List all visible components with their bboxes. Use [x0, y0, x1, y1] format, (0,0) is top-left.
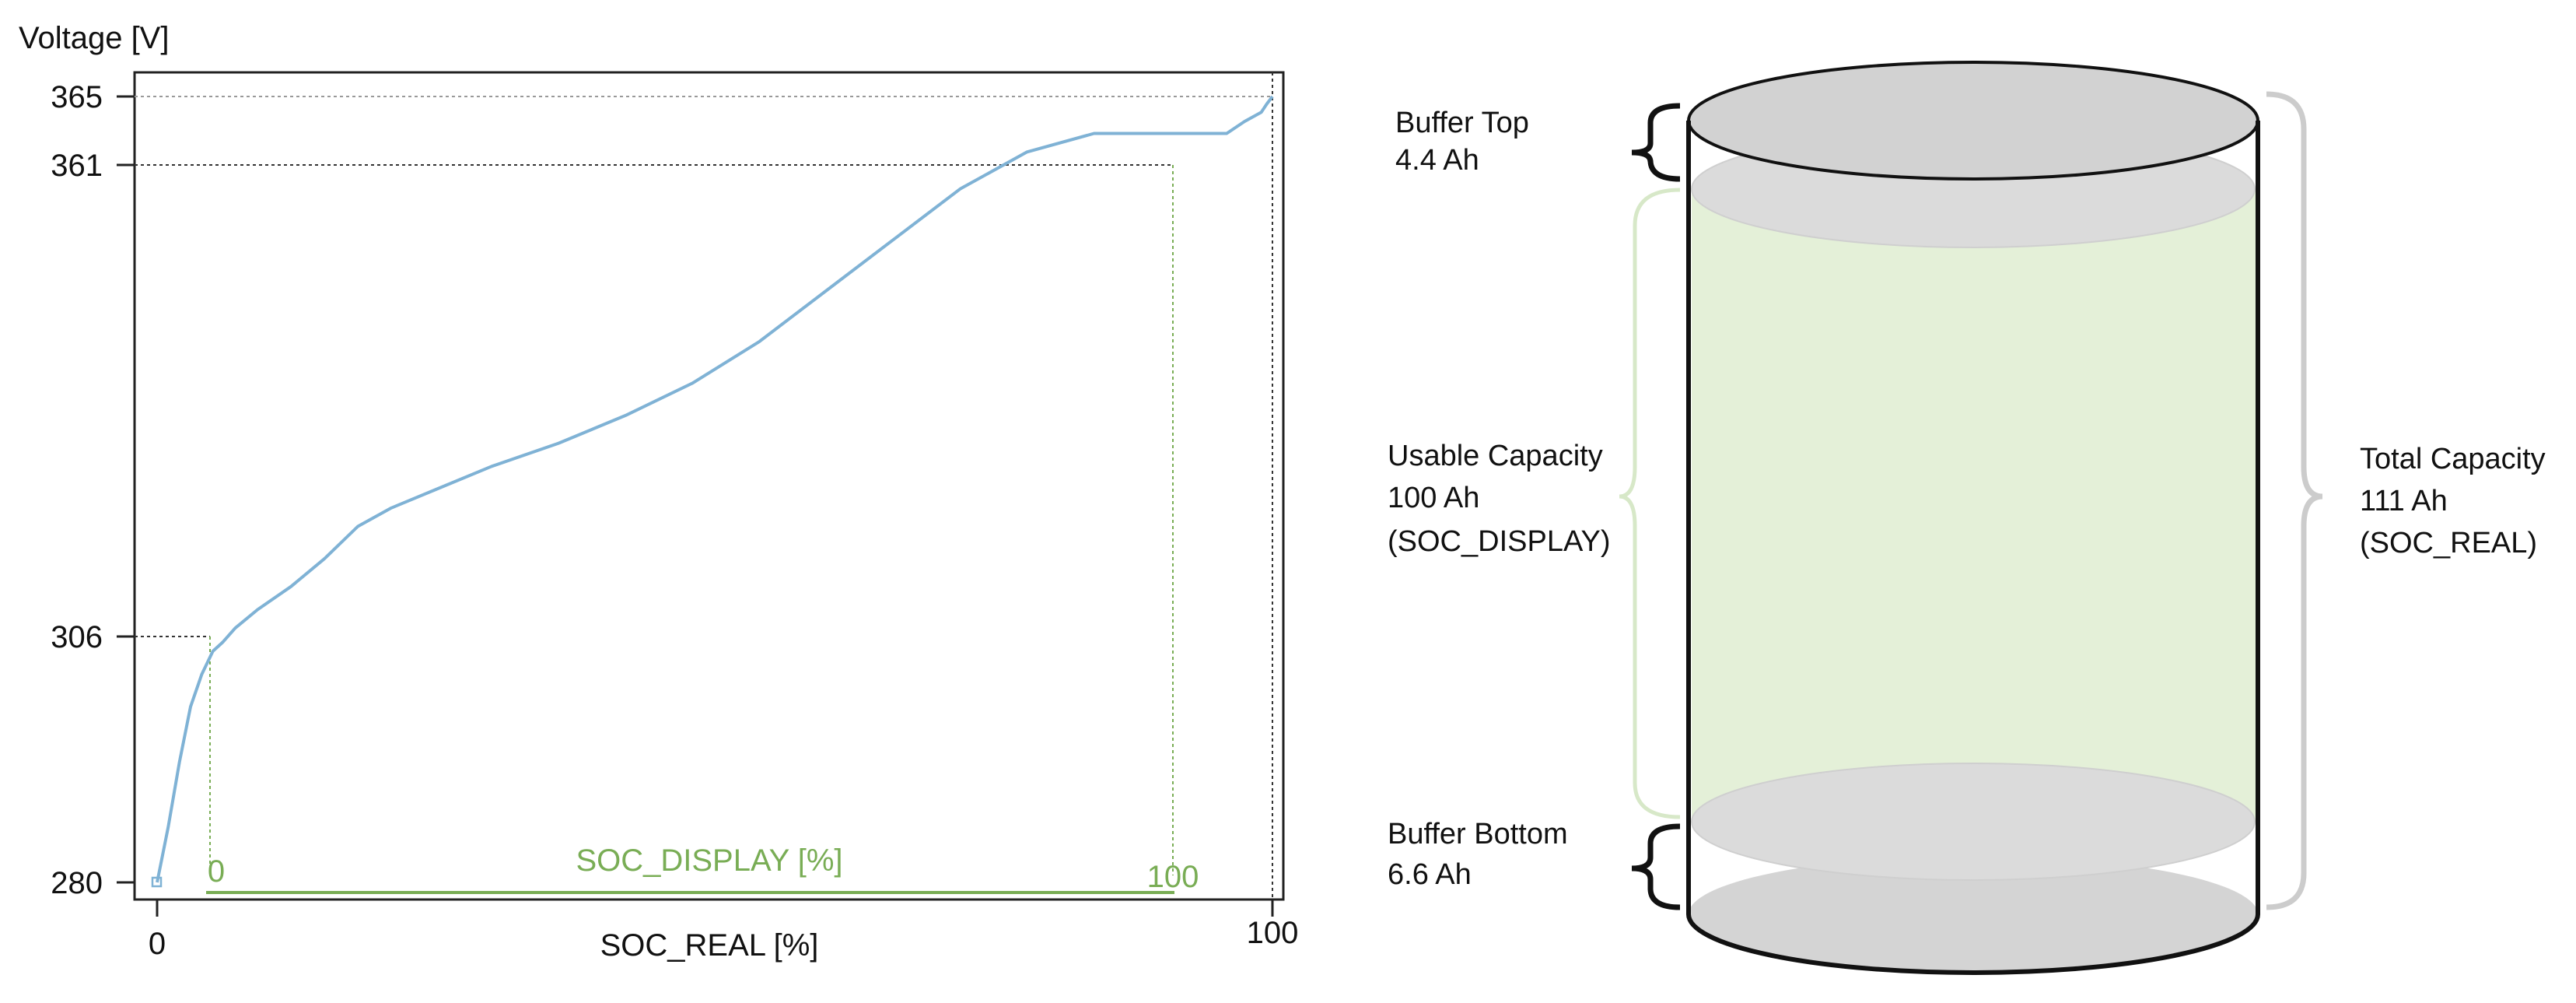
- x-axis-label: SOC_REAL [%]: [600, 928, 819, 963]
- y-ticks: [117, 95, 135, 884]
- usable-capacity-tag: (SOC_DISPLAY): [1388, 525, 1610, 558]
- buffer-bottom-value: 6.6 Ah: [1388, 858, 1472, 891]
- y-tick-label-365: 365: [51, 80, 103, 114]
- total-capacity-tag: (SOC_REAL): [2360, 527, 2537, 559]
- voltage-curve: [156, 95, 1274, 883]
- usable-capacity-title: Usable Capacity: [1388, 440, 1603, 472]
- capacity-cylinder-diagram: Buffer Top 4.4 Ah Usable Capacity 100 Ah…: [1388, 61, 2546, 975]
- voltage-chart: Voltage [V] SOC_REAL [%] 280 306 361 365: [19, 21, 1298, 963]
- usable-capacity-value: 100 Ah: [1388, 482, 1479, 514]
- plot-frame: [133, 71, 1285, 901]
- y-axis-label: Voltage [V]: [19, 21, 169, 55]
- x-tick-labels: 0 100: [149, 916, 1299, 961]
- total-capacity-title: Total Capacity: [2360, 443, 2546, 475]
- usable-capacity-body: [1692, 189, 2256, 822]
- y-tick-label-306: 306: [51, 620, 103, 654]
- usable-bottom-ellipse: [1691, 763, 2256, 881]
- y-tick-labels: 280 306 361 365: [51, 80, 103, 900]
- cylinder-bottom-rim: [1686, 914, 2260, 975]
- start-point-marker: [151, 876, 163, 888]
- x-tick-label-0: 0: [149, 927, 166, 961]
- total-capacity-brace: [2266, 91, 2323, 910]
- x-ticks: [156, 900, 1274, 917]
- soc-display-tick-0: 0: [208, 854, 225, 889]
- soc-display-label: SOC_DISPLAY [%]: [576, 843, 842, 878]
- soc-display-tick-100: 100: [1147, 860, 1199, 894]
- usable-capacity-brace: [1619, 188, 1681, 819]
- x-tick-label-100: 100: [1247, 916, 1299, 950]
- cylinder-top-ellipse: [1687, 61, 2259, 181]
- y-tick-label-280: 280: [51, 866, 103, 900]
- cylinder-bottom-ellipse: [1689, 856, 2258, 973]
- reference-lines: [135, 72, 1273, 900]
- y-tick-label-361: 361: [51, 149, 103, 183]
- total-capacity-value: 111 Ah: [2360, 485, 2448, 517]
- buffer-bottom-brace: [1631, 823, 1681, 910]
- buffer-top-brace: [1631, 103, 1681, 182]
- buffer-bottom-title: Buffer Bottom: [1388, 818, 1568, 850]
- buffer-top-value: 4.4 Ah: [1395, 144, 1479, 177]
- buffer-top-title: Buffer Top: [1395, 107, 1529, 139]
